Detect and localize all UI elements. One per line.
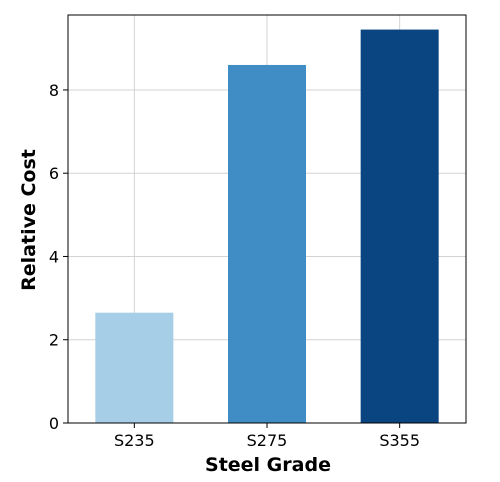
- y-tick-label: 8: [49, 81, 59, 100]
- x-tick-label: S275: [247, 431, 288, 450]
- bar-s355: [360, 29, 439, 423]
- bar-s275: [228, 64, 306, 424]
- axis-layer: 0 2 4 6 8 S235 S275 S355: [49, 14, 467, 450]
- x-tick-label: S235: [114, 431, 155, 450]
- x-axis-title: Steel Grade: [205, 454, 331, 476]
- y-tick-label: 0: [49, 414, 59, 433]
- plot-frame: [67, 14, 467, 424]
- bar-s235: [95, 312, 174, 423]
- bar-layer: [95, 29, 439, 424]
- x-tick-label: S355: [379, 431, 420, 450]
- y-tick-label: 6: [49, 164, 59, 183]
- y-tick-label: 4: [49, 247, 59, 266]
- y-axis-title: Relative Cost: [18, 149, 40, 291]
- y-tick-label: 2: [49, 331, 59, 350]
